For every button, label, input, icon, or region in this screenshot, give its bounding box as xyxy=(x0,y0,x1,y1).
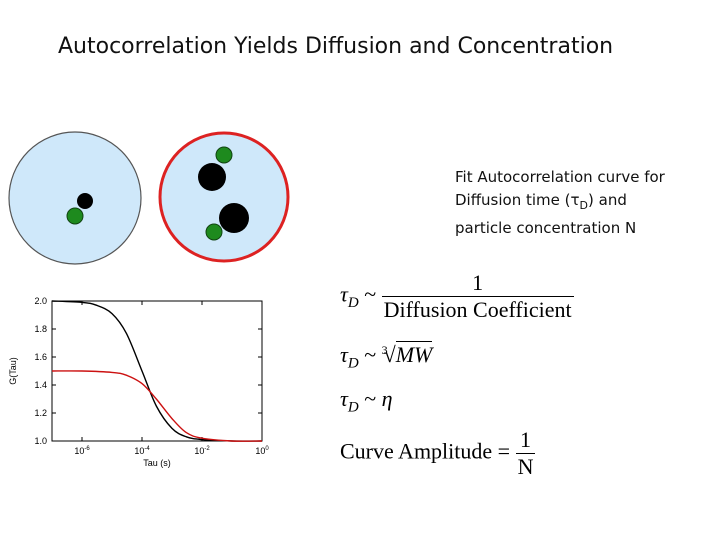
x-tick-exponent: -4 xyxy=(144,446,150,452)
tau-subscript: D xyxy=(579,199,589,212)
x-tick-exponent: -6 xyxy=(84,446,90,452)
large-black-particle xyxy=(198,163,226,191)
denominator: N xyxy=(515,453,536,479)
equation-tau-mw: τD ~ 3√MW xyxy=(340,341,433,372)
y-tick-label: 2.0 xyxy=(34,296,47,306)
tau-subscript: D xyxy=(347,294,359,311)
curve-amplitude-label: Curve Amplitude xyxy=(340,438,493,464)
relation-symbol: ~ xyxy=(364,386,377,411)
green-particle xyxy=(66,207,84,225)
small-black-particle xyxy=(77,193,93,209)
x-tick-base: 10 xyxy=(194,446,204,456)
viscosity-symbol: η xyxy=(381,386,393,411)
series-line-black xyxy=(51,300,263,442)
relation-symbol: ~ xyxy=(364,342,377,367)
y-axis-label: G(Tau) xyxy=(8,357,18,385)
x-tick-label: 10-6 xyxy=(74,446,90,456)
note-line-3: particle concentration N xyxy=(455,219,637,237)
x-tick-exponent: -2 xyxy=(204,446,210,452)
numerator: 1 xyxy=(472,270,484,295)
x-tick-exponent: 0 xyxy=(265,446,269,452)
particle-diagram xyxy=(8,131,290,265)
x-tick-base: 10 xyxy=(74,446,84,456)
autocorrelation-chart: 1.01.21.41.61.82.0 10-6 10-4 10-2 100 G(Tau… xyxy=(8,296,269,468)
tau-symbol: τ xyxy=(340,386,348,411)
denominator: Diffusion Coefficient xyxy=(381,296,574,322)
tau-subscript: D xyxy=(347,399,359,416)
tau-symbol: τ xyxy=(340,281,348,307)
x-tick-label: 100 xyxy=(255,446,269,456)
equation-tau-viscosity: τD ~ η xyxy=(340,386,393,416)
x-tick-base: 10 xyxy=(134,446,144,456)
tau-subscript: D xyxy=(347,355,359,372)
note-text: Diffusion time ( xyxy=(455,191,571,209)
y-tick-label: 1.4 xyxy=(34,380,47,390)
radicand: MW xyxy=(395,341,433,367)
y-tick-label: 1.2 xyxy=(34,408,47,418)
observation-volume-left xyxy=(8,131,142,265)
x-tick-base: 10 xyxy=(255,446,265,456)
y-tick-label: 1.0 xyxy=(34,436,47,446)
x-tick-label: 10-4 xyxy=(134,446,150,456)
tau-symbol: τ xyxy=(340,342,348,367)
radical-sign: √ xyxy=(383,342,396,367)
numerator: 1 xyxy=(520,427,532,452)
fraction: 1 Diffusion Coefficient xyxy=(381,270,574,323)
note-line-1: Fit Autocorrelation curve for xyxy=(455,168,665,186)
note-text: ) and xyxy=(588,191,627,209)
large-black-particle xyxy=(219,203,249,233)
tau-symbol: τ xyxy=(570,191,580,209)
x-tick-label: 10-2 xyxy=(194,446,210,456)
note-line-2: Diffusion time (τD) and xyxy=(455,189,705,217)
relation-symbol: ~ xyxy=(364,281,377,307)
fit-note: Fit Autocorrelation curve for Diffusion … xyxy=(455,166,705,240)
observation-volume-right xyxy=(158,131,290,263)
y-tick-label: 1.6 xyxy=(34,352,47,362)
series-line-red xyxy=(51,370,263,442)
root-index: 3 xyxy=(381,342,388,357)
equation-tau-diffusion: τD ~ 1 Diffusion Coefficient xyxy=(340,270,574,323)
y-tick-label: 1.8 xyxy=(34,324,47,334)
slide-title: Autocorrelation Yields Diffusion and Con… xyxy=(58,34,614,59)
x-axis-label: Tau (s) xyxy=(143,458,171,468)
relation-symbol: = xyxy=(497,438,511,464)
green-particle xyxy=(215,146,233,164)
green-particle xyxy=(205,223,223,241)
